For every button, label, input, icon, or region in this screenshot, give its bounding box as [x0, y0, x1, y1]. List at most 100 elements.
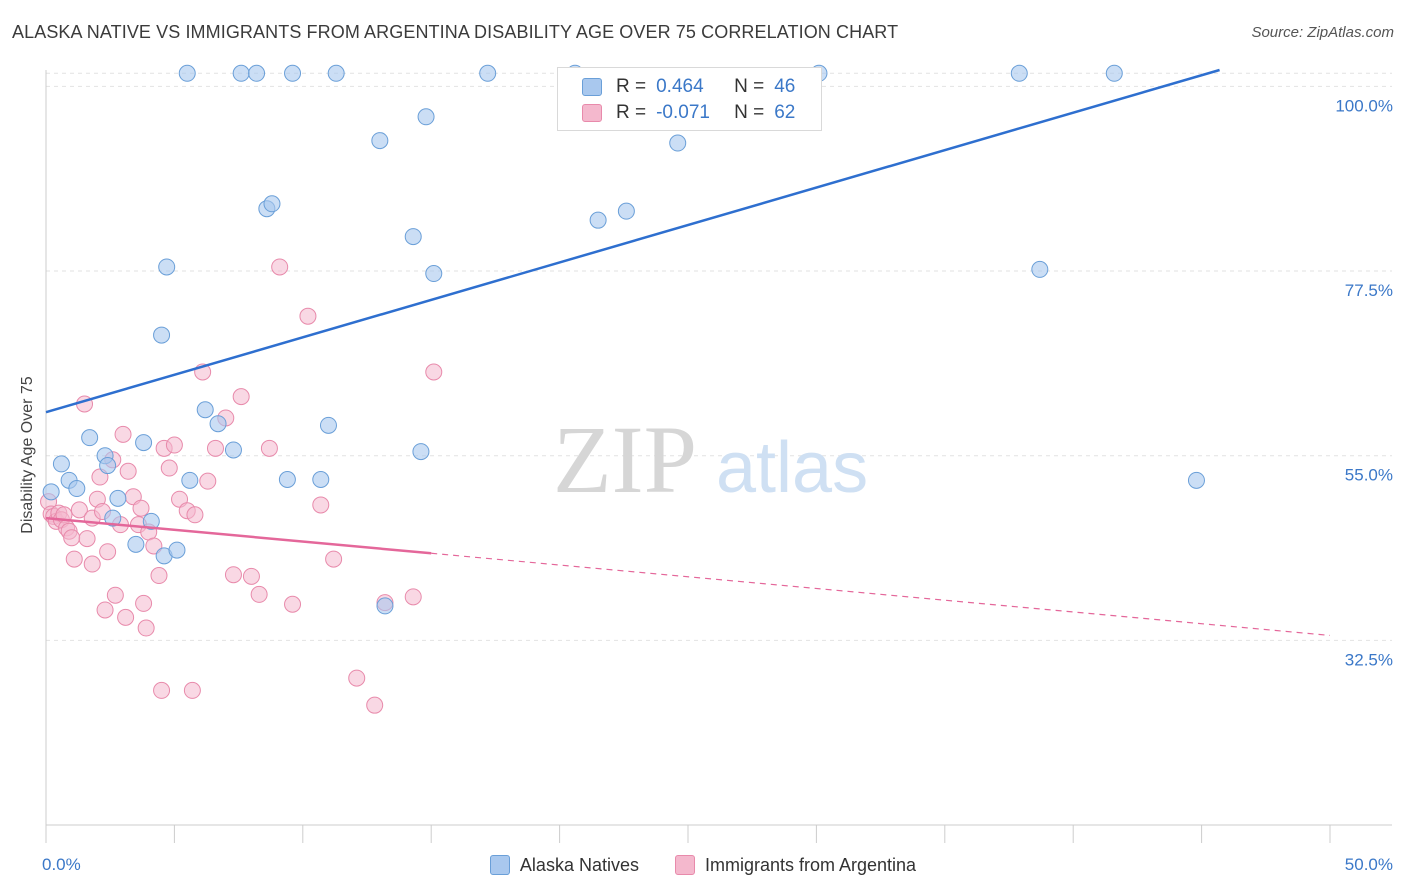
point-alaska-native	[376, 597, 394, 615]
trend-line-argentina-solid	[45, 516, 432, 555]
series-legend: Alaska Natives Immigrants from Argentina	[0, 852, 1406, 878]
point-argentina	[366, 696, 384, 714]
legend-n-label: N =	[734, 102, 765, 123]
legend-r-label: R =	[616, 76, 647, 97]
y-tick-label: 77.5%	[1345, 281, 1393, 300]
point-argentina	[137, 619, 155, 637]
watermark: ZIP atlas	[553, 406, 868, 513]
point-alaska-native	[417, 108, 435, 126]
chart-source: Source: ZipAtlas.com	[1251, 24, 1394, 41]
point-alaska-native	[371, 132, 389, 150]
trend-line-argentina-dashed	[431, 552, 1331, 637]
correlation-legend: R = 0.464 N = 46 R = -0.071 N = 62	[557, 67, 822, 131]
point-alaska-native	[284, 64, 302, 82]
point-argentina	[284, 595, 302, 613]
point-argentina	[160, 459, 178, 477]
point-argentina	[114, 425, 132, 443]
watermark-atlas: atlas	[716, 428, 868, 508]
point-alaska-native	[1187, 471, 1205, 489]
point-argentina	[135, 594, 153, 612]
point-argentina	[106, 586, 124, 604]
point-alaska-native	[278, 471, 296, 489]
point-alaska-native	[669, 134, 687, 152]
point-argentina	[260, 439, 278, 457]
point-alaska-native	[412, 443, 430, 461]
point-argentina	[63, 529, 81, 547]
point-alaska-native	[224, 441, 242, 459]
legend-r-value: -0.071	[656, 102, 710, 123]
point-argentina	[425, 363, 443, 381]
point-alaska-native	[312, 471, 330, 489]
series-blue-points	[42, 64, 1205, 615]
point-alaska-native	[232, 64, 250, 82]
legend-r-label: R =	[616, 102, 647, 123]
point-alaska-native	[209, 415, 227, 433]
point-alaska-native	[181, 471, 199, 489]
point-alaska-native	[1010, 64, 1028, 82]
legend-label-alaska-natives: Alaska Natives	[519, 854, 639, 875]
point-argentina	[232, 388, 250, 406]
axes	[45, 70, 1392, 843]
point-alaska-native	[404, 228, 422, 246]
point-argentina	[348, 669, 366, 687]
watermark-zip: ZIP	[553, 406, 697, 513]
point-argentina	[119, 462, 137, 480]
point-alaska-native	[153, 326, 171, 344]
point-argentina	[224, 566, 242, 584]
legend-swatch-blue	[489, 855, 510, 875]
legend-item-alaska-natives: Alaska Natives	[489, 854, 639, 876]
chart-title: ALASKA NATIVE VS IMMIGRANTS FROM ARGENTI…	[12, 22, 899, 42]
x-tick-labels: 0.0% 50.0%	[42, 855, 1393, 874]
point-alaska-native	[248, 64, 266, 82]
point-alaska-native	[617, 202, 635, 220]
point-alaska-native	[425, 265, 443, 283]
series-pink-points	[40, 258, 443, 714]
point-argentina	[271, 258, 289, 276]
point-argentina	[150, 567, 168, 585]
point-alaska-native	[178, 64, 196, 82]
point-argentina	[96, 601, 114, 619]
y-tick-labels: 32.5% 55.0% 77.5% 100.0%	[1335, 96, 1393, 669]
point-alaska-native	[109, 489, 127, 507]
point-alaska-native	[99, 457, 117, 475]
point-argentina	[99, 543, 117, 561]
y-tick-label: 32.5%	[1345, 650, 1393, 669]
point-alaska-native	[68, 480, 86, 498]
point-argentina	[183, 681, 201, 699]
trend-lines	[45, 68, 1331, 637]
point-argentina	[325, 550, 343, 568]
legend-swatch-pink	[674, 855, 695, 875]
y-tick-label: 55.0%	[1345, 466, 1393, 485]
legend-row-pink: R = -0.071 N = 62	[558, 100, 795, 126]
point-argentina	[78, 530, 96, 548]
point-argentina	[312, 496, 330, 514]
point-argentina	[242, 567, 260, 585]
point-alaska-native	[1031, 260, 1049, 278]
legend-n-label: N =	[734, 76, 765, 97]
legend-swatch-pink	[582, 104, 602, 122]
legend-item-argentina: Immigrants from Argentina	[674, 854, 917, 876]
point-alaska-native	[327, 64, 345, 82]
point-argentina	[250, 585, 268, 603]
point-argentina	[132, 499, 150, 517]
point-alaska-native	[81, 429, 99, 447]
point-alaska-native	[127, 535, 145, 553]
point-alaska-native	[168, 541, 186, 559]
point-argentina	[186, 506, 204, 524]
legend-swatch-blue	[582, 78, 602, 96]
trend-line-alaska-natives	[45, 68, 1220, 414]
point-argentina	[153, 681, 171, 699]
point-alaska-native	[52, 455, 70, 473]
x-tick-label: 50.0%	[1345, 855, 1393, 874]
point-argentina	[117, 608, 135, 626]
point-argentina	[165, 436, 183, 454]
point-argentina	[145, 537, 163, 555]
point-alaska-native	[319, 416, 337, 434]
legend-label-argentina: Immigrants from Argentina	[704, 854, 917, 875]
point-argentina	[83, 555, 101, 573]
point-argentina	[206, 439, 224, 457]
point-alaska-native	[589, 211, 607, 229]
point-alaska-native	[1105, 64, 1123, 82]
point-alaska-native	[42, 483, 60, 501]
